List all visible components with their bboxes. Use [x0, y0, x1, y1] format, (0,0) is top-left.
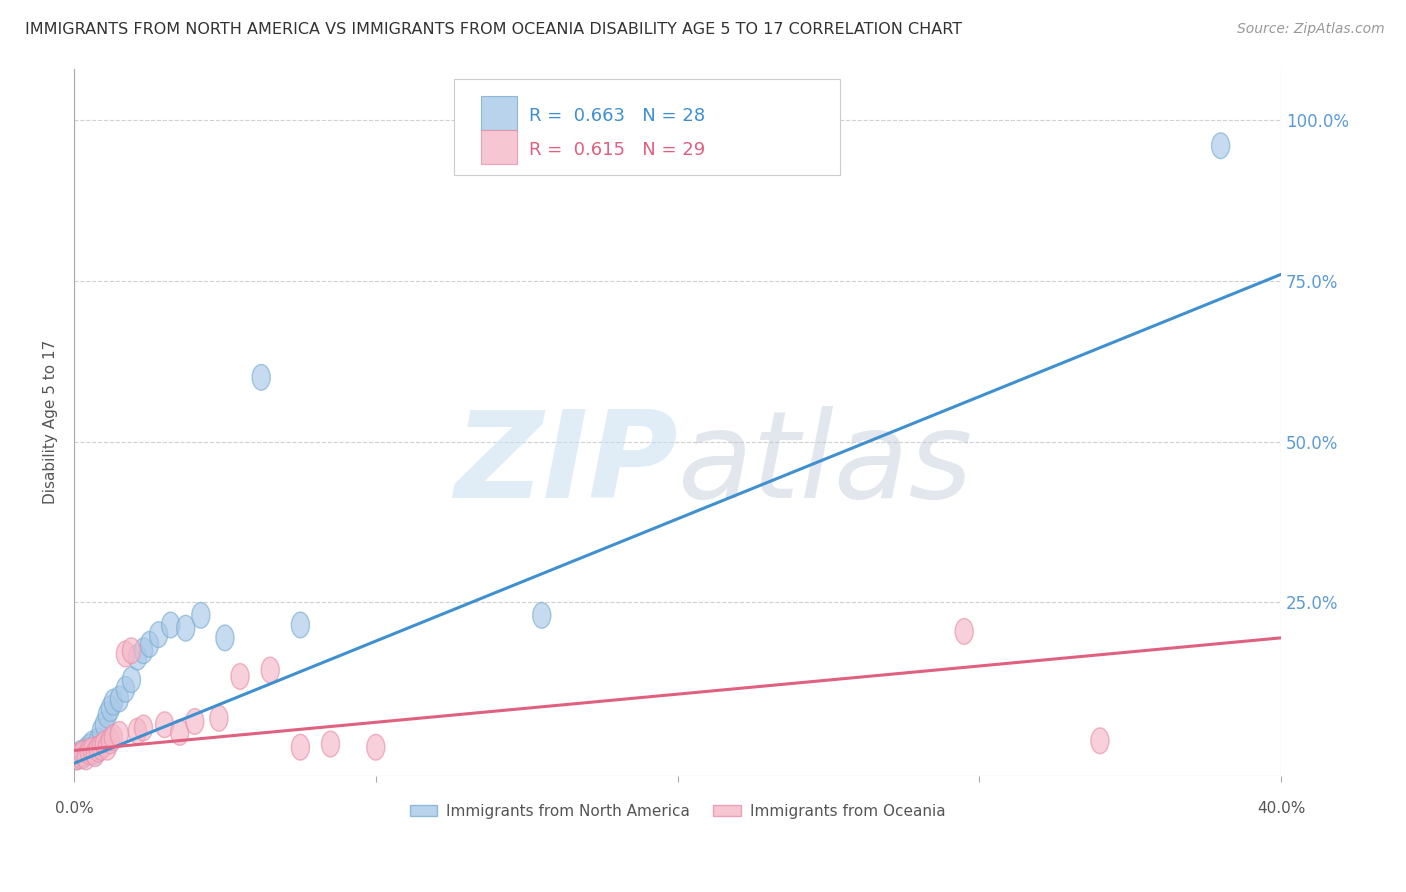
- Text: R =  0.663   N = 28: R = 0.663 N = 28: [529, 107, 706, 126]
- Text: ZIP: ZIP: [454, 406, 678, 524]
- Ellipse shape: [322, 731, 340, 757]
- FancyBboxPatch shape: [454, 79, 841, 175]
- Ellipse shape: [128, 718, 146, 744]
- Ellipse shape: [231, 664, 249, 690]
- Ellipse shape: [533, 602, 551, 628]
- Ellipse shape: [170, 720, 188, 746]
- Ellipse shape: [80, 739, 98, 764]
- Ellipse shape: [1091, 728, 1109, 754]
- Ellipse shape: [83, 738, 101, 764]
- Ellipse shape: [110, 686, 128, 712]
- Ellipse shape: [186, 708, 204, 734]
- Bar: [481, 96, 517, 130]
- Ellipse shape: [367, 734, 385, 760]
- Ellipse shape: [101, 728, 120, 754]
- Ellipse shape: [149, 622, 167, 648]
- Ellipse shape: [262, 657, 280, 683]
- Ellipse shape: [98, 702, 117, 728]
- Bar: [481, 130, 517, 164]
- Ellipse shape: [77, 744, 96, 770]
- Ellipse shape: [93, 734, 110, 760]
- Ellipse shape: [75, 743, 93, 768]
- Ellipse shape: [67, 744, 86, 770]
- Legend: Immigrants from North America, Immigrants from Oceania: Immigrants from North America, Immigrant…: [404, 798, 952, 825]
- Ellipse shape: [101, 696, 120, 722]
- Ellipse shape: [217, 625, 233, 651]
- Ellipse shape: [86, 739, 104, 764]
- Ellipse shape: [141, 632, 159, 657]
- Ellipse shape: [89, 736, 107, 762]
- Ellipse shape: [77, 738, 96, 764]
- Ellipse shape: [89, 728, 107, 754]
- Text: 0.0%: 0.0%: [55, 801, 93, 816]
- Ellipse shape: [135, 638, 152, 664]
- Ellipse shape: [117, 641, 135, 667]
- Ellipse shape: [955, 618, 973, 644]
- Text: R =  0.615   N = 29: R = 0.615 N = 29: [529, 142, 706, 160]
- Ellipse shape: [98, 734, 117, 760]
- Ellipse shape: [177, 615, 195, 641]
- Text: IMMIGRANTS FROM NORTH AMERICA VS IMMIGRANTS FROM OCEANIA DISABILITY AGE 5 TO 17 : IMMIGRANTS FROM NORTH AMERICA VS IMMIGRA…: [25, 22, 963, 37]
- Ellipse shape: [80, 734, 98, 760]
- Ellipse shape: [104, 724, 122, 750]
- Text: 40.0%: 40.0%: [1257, 801, 1305, 816]
- Text: atlas: atlas: [678, 406, 973, 524]
- Ellipse shape: [1212, 133, 1230, 159]
- Ellipse shape: [104, 690, 122, 715]
- Ellipse shape: [75, 740, 93, 766]
- Ellipse shape: [96, 731, 114, 757]
- Ellipse shape: [72, 740, 89, 766]
- Ellipse shape: [72, 743, 89, 768]
- Ellipse shape: [93, 718, 110, 744]
- Ellipse shape: [291, 612, 309, 638]
- Ellipse shape: [135, 715, 152, 740]
- Ellipse shape: [110, 722, 128, 747]
- Ellipse shape: [83, 731, 101, 757]
- Ellipse shape: [128, 644, 146, 670]
- Ellipse shape: [162, 612, 180, 638]
- Ellipse shape: [209, 706, 228, 731]
- Ellipse shape: [122, 638, 141, 664]
- Text: Source: ZipAtlas.com: Source: ZipAtlas.com: [1237, 22, 1385, 37]
- Ellipse shape: [252, 365, 270, 390]
- Ellipse shape: [122, 667, 141, 692]
- Ellipse shape: [156, 712, 174, 738]
- Ellipse shape: [86, 740, 104, 766]
- Ellipse shape: [191, 602, 209, 628]
- Y-axis label: Disability Age 5 to 17: Disability Age 5 to 17: [44, 340, 58, 505]
- Ellipse shape: [117, 676, 135, 702]
- Ellipse shape: [96, 712, 114, 738]
- Ellipse shape: [291, 734, 309, 760]
- Ellipse shape: [67, 744, 86, 770]
